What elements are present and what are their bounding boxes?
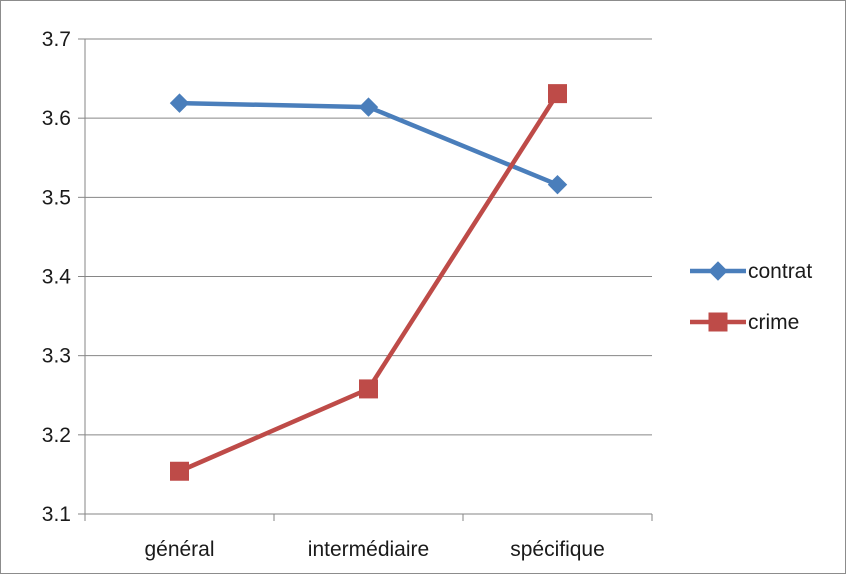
legend-entry-contrat: contrat [690, 260, 812, 283]
data-point-crime [548, 84, 567, 104]
data-point-crime [359, 379, 378, 399]
y-tick-label: 3.1 [42, 503, 71, 526]
legend-marker [708, 312, 728, 332]
y-tick-label: 3.3 [42, 345, 71, 368]
y-tick-label: 3.2 [42, 424, 71, 447]
y-tick-labels: 3.1 3.2 3.3 3.4 3.5 3.6 3.7 [42, 28, 72, 526]
legend-marker [708, 261, 728, 281]
series-crime [170, 84, 567, 481]
x-tick-label: intermédiaire [308, 538, 429, 561]
legend-label: crime [748, 311, 799, 334]
y-tick-label: 3.6 [42, 107, 71, 130]
legend-label: contrat [748, 260, 812, 283]
data-point-contrat [169, 93, 190, 113]
data-point-contrat [547, 174, 568, 195]
y-tick-label: 3.5 [42, 186, 71, 209]
x-tick-label: général [144, 538, 214, 561]
y-tick-label: 3.4 [42, 266, 72, 289]
series-contrat [169, 93, 568, 195]
y-tick-label: 3.7 [42, 28, 71, 51]
legend-entry-crime: crime [690, 311, 799, 334]
grid-lines [85, 38, 652, 436]
series-line-crime [178, 92, 560, 474]
series [169, 84, 568, 481]
axes [78, 38, 653, 521]
x-tick-label: spécifique [510, 538, 605, 561]
data-point-contrat [358, 97, 379, 117]
x-tick-labels: général intermédiaire spécifique [144, 538, 604, 561]
data-point-crime [170, 461, 189, 481]
legend: contrat crime [690, 260, 812, 334]
